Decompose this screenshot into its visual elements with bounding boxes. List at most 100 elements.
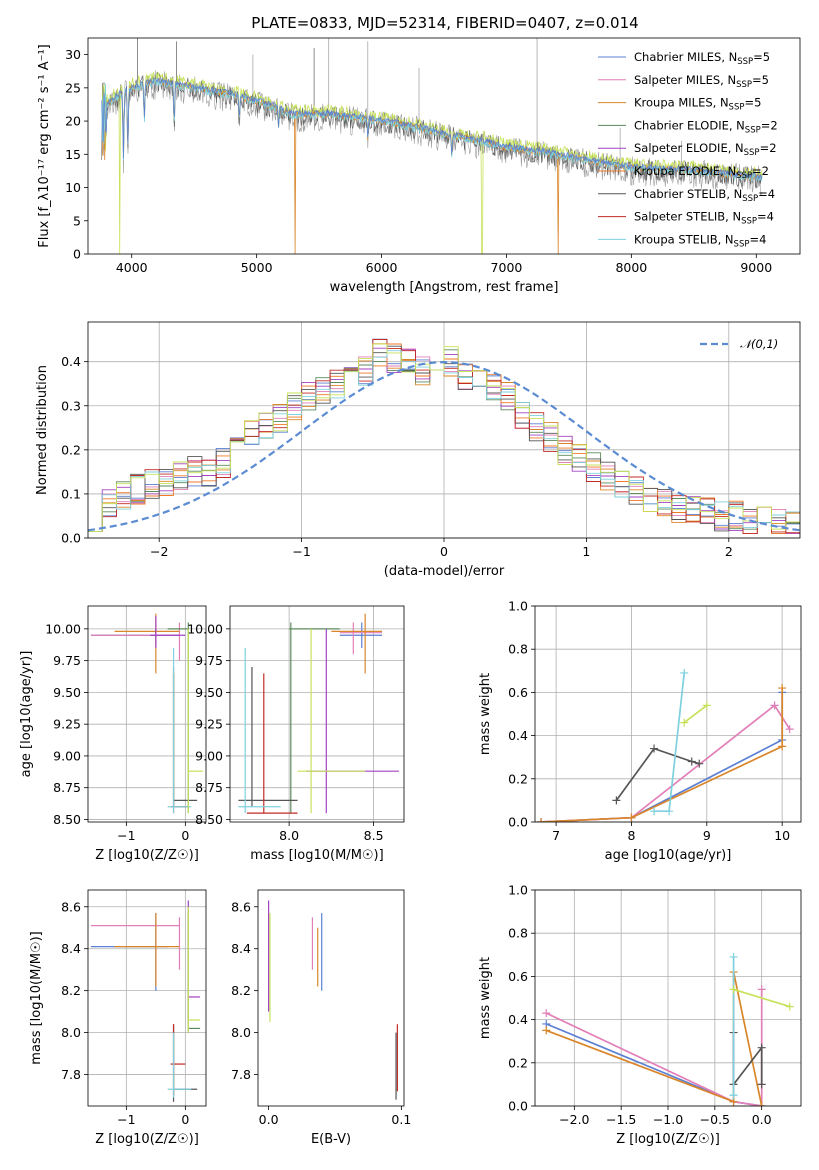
x-tick-label: 10 [774,828,790,843]
y-tick-label: 8.0 [231,1025,251,1040]
y-axis-label: mass weight [478,957,493,1039]
chart-massweight_vs_age: 7 8 9 10 0.0 0.2 0.4 0.6 0.8 1.0 age [log10(age/yr… [478,599,802,863]
x-tick-label: 0 [440,544,448,559]
weight-marker [680,718,689,727]
y-tick-label: 10.00 [45,621,81,636]
y-tick-label: 9.75 [195,653,223,668]
chart-mass_vs_ebv: 0.0 0.1 7.8 8.0 8.2 8.4 8.6 E(B-V) [231,889,411,1147]
weight-marker [542,1026,551,1035]
y-tick-label: 20 [65,114,81,129]
x-tick-label: 5000 [241,260,273,275]
weight-marker [680,668,689,677]
weight-line [545,989,763,1106]
x-axis-label: E(B-V) [311,1132,351,1147]
x-tick-label: 0 [181,1112,189,1127]
weight-marker [757,1102,766,1106]
x-axis-label: Z [log10(Z/Z☉)] [95,1132,199,1147]
weight-marker [729,985,738,994]
x-tick-label: 0 [181,828,189,843]
weight-marker [650,744,659,753]
axes-frame [534,605,802,823]
y-tick-label: 9.00 [195,748,223,763]
y-tick-label: 0.8 [508,926,528,941]
y-tick-label: 10.00 [187,621,223,636]
x-tick-label: −1 [292,544,310,559]
y-tick-label: 0.0 [61,531,81,546]
weight-marker [785,725,794,734]
weight-line [654,672,686,813]
x-tick-label: 0.0 [259,1112,279,1127]
legend-label: Chabrier STELIB, NSSP=4 [634,187,775,204]
chart-mass_vs_Z: −1 0 7.8 8.0 8.2 8.4 8.6 Z [log10(Z/Z☉)] mass [l… [29,889,207,1147]
y-tick-label: 0.6 [508,685,528,700]
axes-frame [87,321,801,539]
x-tick-label: 6000 [366,260,398,275]
x-tick-label: −1.0 [653,1112,683,1127]
x-tick-label: −1 [117,828,135,843]
weight-marker [687,757,696,766]
x-axis-label: age [log10(age/yr)] [605,848,732,863]
y-axis-label: Flux [f_λ10⁻¹⁷ erg cm⁻² s⁻¹ A⁻¹] [37,44,52,248]
y-tick-label: 0.4 [508,1012,528,1027]
x-axis-label: (data-model)/error [384,564,505,579]
y-tick-label: 9.25 [195,717,223,732]
axes-frame [257,889,405,1107]
x-tick-label: 2 [725,544,733,559]
weight-marker [785,1002,794,1011]
y-tick-label: 0.0 [508,1099,528,1114]
y-tick-label: 8.50 [195,812,223,827]
figure-title: PLATE=0833, MJD=52314, FIBERID=0407, z=0… [251,14,638,32]
y-tick-label: 8.4 [61,941,81,956]
weight-marker [537,818,546,822]
x-tick-label: 0.0 [752,1112,772,1127]
y-tick-label: 15 [65,147,81,162]
y-tick-label: 9.50 [195,685,223,700]
y-tick-label: 7.8 [231,1067,251,1082]
x-axis-label: wavelength [Angstrom, rest frame] [330,280,559,295]
y-tick-label: 0.4 [61,354,81,369]
x-tick-label: 9000 [740,260,772,275]
weight-marker [729,1091,738,1100]
y-tick-label: 8.4 [231,941,251,956]
weight-marker [757,1080,766,1089]
histogram-step [88,343,800,532]
x-tick-label: 9 [703,828,711,843]
weight-marker [702,701,711,710]
x-tick-label: −2.0 [559,1112,589,1127]
weight-line [545,971,763,1106]
y-tick-label: 8.0 [61,1025,81,1040]
legend-label: Kroupa ELODIE, NSSP=2 [634,164,769,181]
x-tick-label: 8.0 [279,828,299,843]
x-axis-label: Z [log10(Z/Z☉)] [616,1132,720,1147]
weight-line [683,704,708,724]
axes-frame [229,605,405,823]
x-tick-label: 4000 [116,260,148,275]
y-tick-label: 8.50 [53,812,81,827]
legend-label: Salpeter STELIB, NSSP=4 [634,210,774,227]
axes-frame [87,605,207,823]
x-tick-label: 7 [552,828,560,843]
legend-label: Kroupa MILES, NSSP=5 [634,96,761,113]
legend-label: Kroupa STELIB, NSSP=4 [634,232,766,249]
y-tick-label: 0.4 [508,728,528,743]
y-tick-label: 8.2 [231,983,251,998]
weight-line [733,988,791,1008]
y-axis-label: mass [log10(M/M☉)] [29,931,44,1064]
chart-age_vs_Z: −1 0 8.50 8.75 9.00 9.25 9.50 9.75 10.00 Z [log10… [19,605,207,863]
legend-label: 𝒩(0,1) [740,337,778,351]
y-tick-label: 0.2 [508,1055,528,1070]
y-tick-label: 5 [73,213,81,228]
x-tick-label: −1.5 [606,1112,636,1127]
y-tick-label: 30 [65,47,81,62]
legend-label: Salpeter ELODIE, NSSP=2 [634,141,777,158]
y-axis-label: mass weight [478,673,493,755]
y-axis-label: age [log10(age/yr)] [19,651,34,778]
y-tick-label: 10 [65,180,81,195]
chart-massweight_vs_Z: −2.0 −1.5 −1.0 −0.5 0.0 0.0 0.2 0.4 0.6 0.8 1.0 Z [… [478,883,802,1147]
y-tick-label: 9.75 [53,653,81,668]
y-tick-label: 0.2 [508,771,528,786]
y-tick-label: 8.2 [61,983,81,998]
weight-marker [695,759,704,768]
legend-label: Chabrier MILES, NSSP=5 [634,50,770,67]
